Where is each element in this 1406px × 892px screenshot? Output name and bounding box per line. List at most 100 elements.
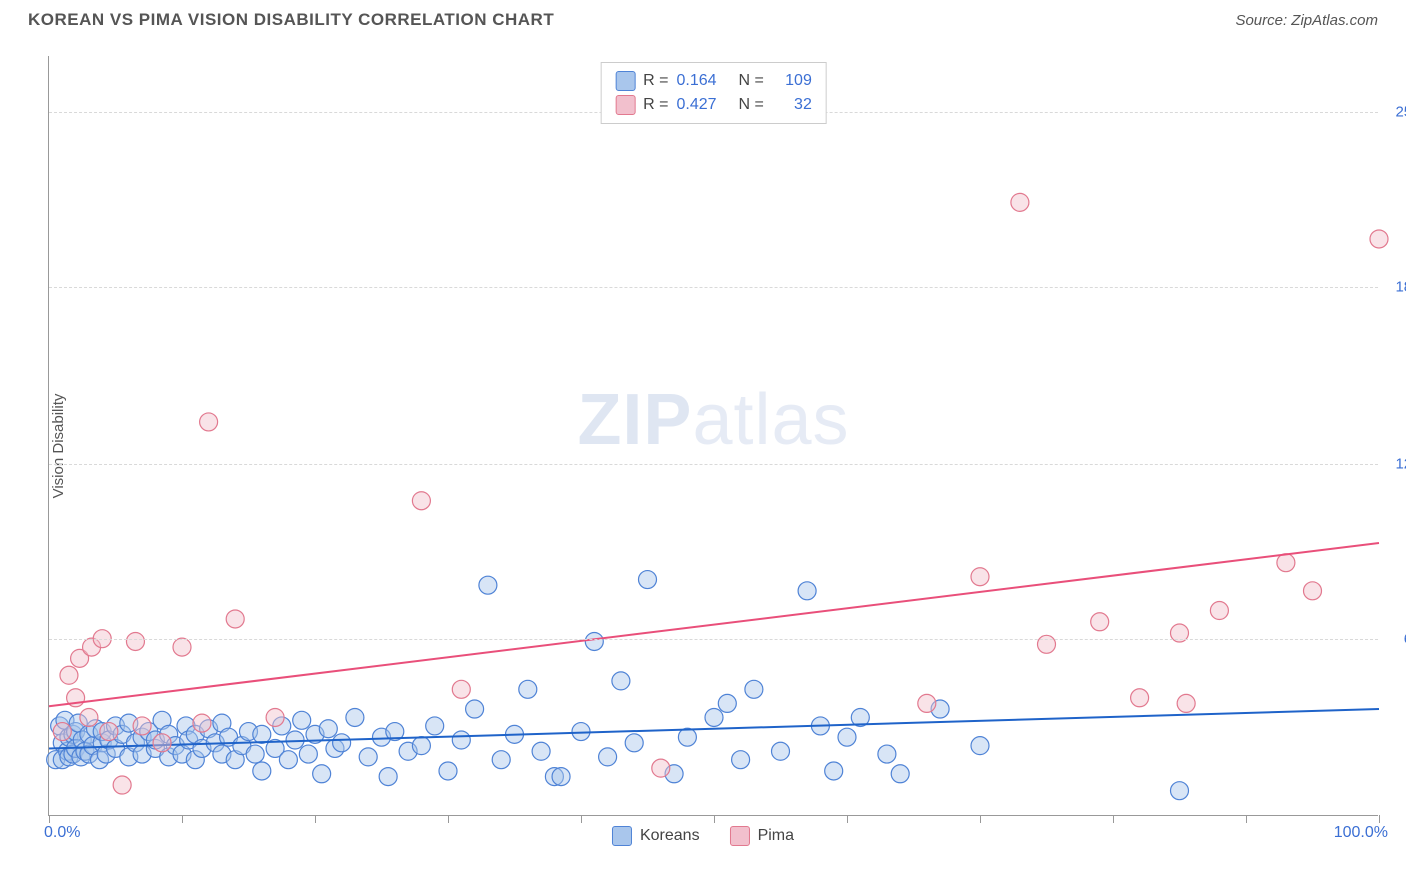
koreans-point [293, 711, 311, 729]
legend-n-label: N = [739, 69, 764, 93]
pima-point [100, 723, 118, 741]
pima-point [113, 776, 131, 794]
pima-point [1210, 602, 1228, 620]
koreans-point [772, 742, 790, 760]
x-tick [581, 815, 582, 823]
koreans-point [246, 745, 264, 763]
x-tick [448, 815, 449, 823]
pima-point [226, 610, 244, 628]
plot-svg [49, 56, 1378, 815]
pima-point [1370, 230, 1388, 248]
y-tick-label: 6.3% [1383, 630, 1406, 647]
koreans-point [412, 737, 430, 755]
legend-swatch [615, 95, 635, 115]
koreans-point [585, 632, 603, 650]
koreans-point [838, 728, 856, 746]
koreans-point [279, 751, 297, 769]
header-bar: KOREAN VS PIMA VISION DISABILITY CORRELA… [0, 0, 1406, 36]
y-tick-label: 12.5% [1383, 456, 1406, 473]
x-tick [1246, 815, 1247, 823]
legend-swatch [730, 826, 750, 846]
gridline [49, 464, 1378, 465]
legend-series-item: Pima [730, 826, 794, 846]
koreans-point [253, 762, 271, 780]
koreans-point [878, 745, 896, 763]
pima-point [60, 666, 78, 684]
legend-r-value: 0.427 [677, 93, 731, 117]
x-tick [182, 815, 183, 823]
pima-point [1091, 613, 1109, 631]
legend-n-label: N = [739, 93, 764, 117]
legend-n-value: 32 [772, 93, 812, 117]
koreans-point [745, 680, 763, 698]
koreans-point [299, 745, 317, 763]
legend-series-item: Koreans [612, 826, 700, 846]
koreans-point [718, 694, 736, 712]
pima-point [153, 734, 171, 752]
pima-point [266, 708, 284, 726]
pima-point [1131, 689, 1149, 707]
x-tick [1379, 815, 1380, 823]
pima-point [452, 680, 470, 698]
koreans-point [1171, 782, 1189, 800]
koreans-point [452, 731, 470, 749]
legend-swatch [615, 71, 635, 91]
koreans-point [359, 748, 377, 766]
pima-point [126, 632, 144, 650]
gridline [49, 639, 1378, 640]
koreans-point [705, 708, 723, 726]
pima-point [1177, 694, 1195, 712]
pima-point [412, 492, 430, 510]
x-tick [714, 815, 715, 823]
pima-point [133, 717, 151, 735]
koreans-point [466, 700, 484, 718]
y-tick-label: 18.8% [1383, 278, 1406, 295]
koreans-point [825, 762, 843, 780]
legend-r-value: 0.164 [677, 69, 731, 93]
legend-stats-row: R = 0.427 N = 32 [615, 93, 812, 117]
gridline [49, 287, 1378, 288]
x-tick [49, 815, 50, 823]
koreans-point [612, 672, 630, 690]
legend-swatch [612, 826, 632, 846]
koreans-point [599, 748, 617, 766]
koreans-point [319, 720, 337, 738]
koreans-point [678, 728, 696, 746]
koreans-point [479, 576, 497, 594]
koreans-point [426, 717, 444, 735]
koreans-point [346, 708, 364, 726]
x-tick [315, 815, 316, 823]
pima-point [53, 723, 71, 741]
x-tick [1113, 815, 1114, 823]
x-axis-min-label: 0.0% [44, 824, 80, 842]
koreans-point [971, 737, 989, 755]
legend-series-label: Koreans [640, 827, 700, 845]
y-tick-label: 25.0% [1383, 104, 1406, 121]
koreans-point [379, 768, 397, 786]
pima-point [193, 714, 211, 732]
pima-point [200, 413, 218, 431]
pima-point [652, 759, 670, 777]
koreans-point [732, 751, 750, 769]
pima-point [971, 568, 989, 586]
pima-point [173, 638, 191, 656]
koreans-point [492, 751, 510, 769]
koreans-point [253, 725, 271, 743]
pima-point [80, 708, 98, 726]
chart-title: KOREAN VS PIMA VISION DISABILITY CORRELA… [28, 10, 554, 30]
legend-stats: R =0.164N =109R =0.427N =32 [600, 62, 827, 124]
legend-r-label: R = [643, 69, 668, 93]
koreans-point [552, 768, 570, 786]
chart-area: ZIPatlas R =0.164N =109R =0.427N =32 6.3… [48, 56, 1378, 816]
koreans-point [639, 571, 657, 589]
pima-point [1277, 554, 1295, 572]
x-axis-max-label: 100.0% [1334, 824, 1388, 842]
koreans-point [313, 765, 331, 783]
x-tick [847, 815, 848, 823]
legend-series: Koreans Pima [612, 826, 794, 846]
koreans-point [519, 680, 537, 698]
koreans-point [891, 765, 909, 783]
koreans-point [798, 582, 816, 600]
koreans-point [625, 734, 643, 752]
legend-r-label: R = [643, 93, 668, 117]
